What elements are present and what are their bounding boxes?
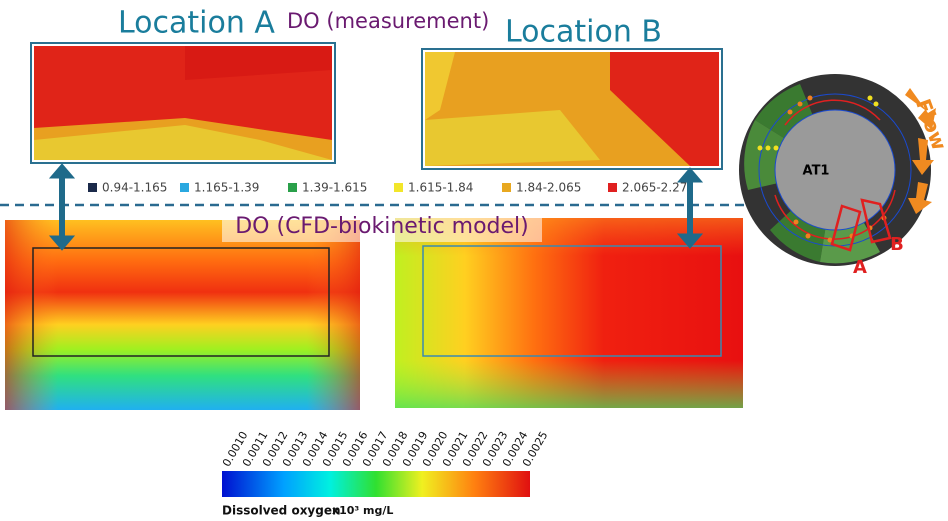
legend-swatch [180,183,189,192]
legend-label: 1.84-2.065 [516,181,581,195]
legend-swatch [608,183,617,192]
marker-b: B [890,234,904,255]
figure: Location A DO (measurement) Location B 0… [0,0,948,521]
legend-label: 2.065-2.27 [622,181,687,195]
legend-label: 1.615-1.84 [408,181,473,195]
legend-label: 1.165-1.39 [194,181,259,195]
page: {"location_a": "Location A", "location_b… [0,0,948,521]
measurement-a [31,43,335,163]
legend-swatch [394,183,403,192]
tank-label: AT1 [803,164,830,179]
measurement-title: DO (measurement) [287,9,489,33]
legend-swatch [502,183,511,192]
legend-swatch [88,183,97,192]
cfd-map-a [5,220,360,410]
marker-a: A [853,257,867,278]
measurement-b [422,49,722,169]
location-a-title: Location A [118,6,275,41]
location-b-title: Location B [505,15,662,50]
colorbar-unit: x10³ mg/L [332,504,393,517]
legend-label: 1.39-1.615 [302,181,367,195]
legend-label: 0.94-1.165 [102,181,167,195]
tank-map: AT1 A B Flow [739,74,948,278]
legend-swatch [288,183,297,192]
legend: 0.94-1.165 1.165-1.39 1.39-1.615 1.615-1.84… [88,181,687,195]
colorbar: 0.00100.00110.00120.00130.00140.00150.00… [220,429,551,517]
colorbar-title: Dissolved oxygen [222,504,341,518]
model-title: DO (CFD-biokinetic model) [235,214,529,239]
